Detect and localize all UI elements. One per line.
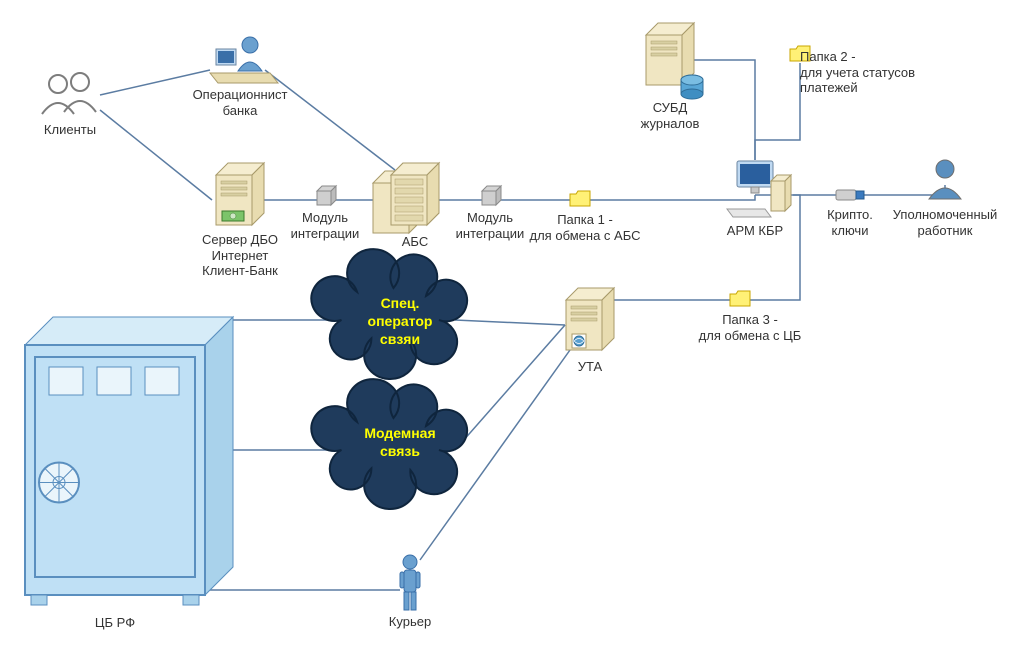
- node-label: Папка 2 - для учета статусов платежей: [800, 49, 950, 96]
- node-label: ЦБ РФ: [55, 615, 175, 631]
- node-label: Спец. оператор свзяи: [340, 294, 460, 349]
- node-label: Операционнист банка: [170, 87, 310, 118]
- node-label: Уполномоченный работник: [870, 207, 1016, 238]
- node-label: УТА: [550, 359, 630, 375]
- node-label: АРМ КБР: [700, 223, 810, 239]
- node-label: Папка 3 - для обмена с ЦБ: [665, 312, 835, 343]
- node-label: Клиенты: [20, 122, 120, 138]
- node-label: Модуль интеграции: [275, 210, 375, 241]
- node-label: Курьер: [360, 614, 460, 630]
- node-label: Модемная связь: [340, 424, 460, 460]
- node-label: Папка 1 - для обмена с АБС: [500, 212, 670, 243]
- node-label: СУБД журналов: [615, 100, 725, 131]
